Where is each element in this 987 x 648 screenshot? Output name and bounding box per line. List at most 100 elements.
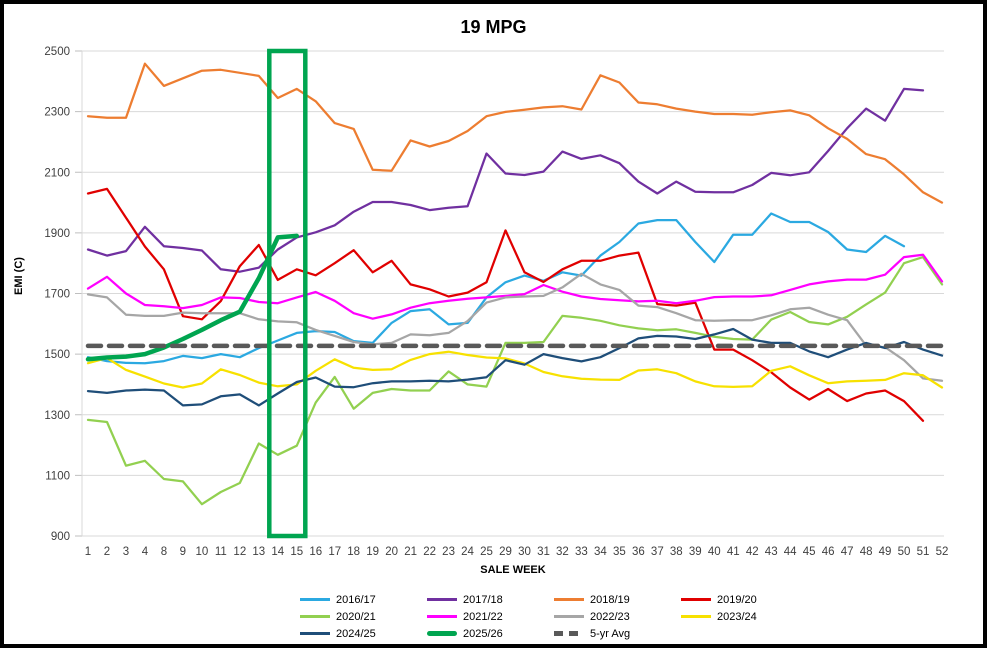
x-tick-label: 33 [575,546,588,558]
chart-title: 19 MPG [460,17,527,37]
legend-label: 2024/25 [336,627,376,640]
legend-swatch-icon [554,615,584,618]
x-tick-label: 42 [746,546,759,558]
series-line-2021-22 [86,253,944,320]
legend-item: 2018/19 [554,593,681,606]
series-line-2016-17 [86,212,906,365]
legend-swatch-icon [300,598,330,601]
x-tick-label: 19 [366,546,379,558]
x-tick-label: 4 [142,546,149,558]
legend-label: 2022/23 [590,610,630,623]
highlight-box [267,48,308,539]
x-tick-label: 46 [822,546,835,558]
legend-item: 2016/17 [300,593,427,606]
y-axis-title: EMI (C) [13,257,25,295]
legend-item: 2020/21 [300,610,427,623]
y-tick-label: 1500 [44,349,70,361]
legend-swatch-icon [554,598,584,601]
x-tick-label: 39 [689,546,702,558]
legend-item: 2022/23 [554,610,681,623]
legend-swatch-icon [300,632,330,635]
x-tick-label: 2 [104,546,110,558]
series-line-2022-23 [86,272,944,382]
legend-item: 2024/25 [300,627,427,640]
x-tick-label: 36 [632,546,645,558]
y-tick-label: 1300 [44,410,70,422]
x-tick-label: 34 [594,546,607,558]
y-tick-label: 1900 [44,228,70,240]
legend-item: 2019/20 [681,593,808,606]
series-line-2017-18 [86,87,925,273]
series-line-2020-21 [86,255,944,506]
x-tick-label: 50 [898,546,911,558]
x-tick-label: 8 [161,546,167,558]
chart-legend: 2016/17 2017/18 2018/19 2019/20 2020/21 2021/… [300,593,808,640]
x-tick-label: 21 [404,546,417,558]
legend-label: 2016/17 [336,593,376,606]
y-tick-label: 1700 [44,289,70,301]
x-tick-label: 38 [670,546,683,558]
y-tick-label: 1100 [45,470,70,482]
x-tick-label: 41 [727,546,740,558]
x-tick-label: 37 [651,546,664,558]
x-axis-title: SALE WEEK [480,564,546,576]
x-tick-label: 35 [613,546,626,558]
legend-swatch-icon [681,615,711,618]
x-tick-label: 25 [480,546,493,558]
x-tick-label: 17 [328,546,341,558]
series-line-2025-26 [85,233,300,362]
legend-label: 5-yr Avg [590,627,631,640]
legend-item: 2021/22 [427,610,554,623]
x-tick-label: 1 [85,546,91,558]
legend-label: 2021/22 [463,610,503,623]
x-tick-label: 9 [180,546,186,558]
legend-label: 2019/20 [717,593,757,606]
x-tick-label: 44 [784,546,797,558]
x-tick-label: 23 [442,546,455,558]
x-tick-label: 12 [233,546,246,558]
legend-item: 2023/24 [681,610,808,623]
x-tick-label: 45 [803,546,816,558]
legend-item: 5-yr Avg [554,627,681,640]
x-tick-label: 22 [423,546,436,558]
y-tick-label: 2500 [44,46,70,58]
x-tick-label: 14 [271,546,284,558]
x-tick-label: 49 [879,546,892,558]
x-tick-label: 3 [123,546,129,558]
series-line-2019-20 [86,187,925,422]
x-tick-label: 51 [917,546,930,558]
y-tick-label: 2300 [44,107,70,119]
legend-item: 2017/18 [427,593,554,606]
x-tick-label: 47 [841,546,854,558]
x-tick-label: 40 [708,546,721,558]
x-tick-label: 18 [347,546,360,558]
legend-label: 2020/21 [336,610,376,623]
legend-swatch-icon [427,615,457,618]
y-tick-label: 2100 [44,167,70,179]
legend-swatch-icon [681,598,711,601]
x-tick-label: 32 [556,546,569,558]
x-tick-label: 24 [461,546,474,558]
legend-item: 2025/26 [427,627,554,640]
series-line-2024-25 [86,327,944,407]
x-tick-label: 48 [860,546,873,558]
series-line-2023-24 [86,350,944,389]
legend-label: 2023/24 [717,610,757,623]
x-tick-label: 20 [385,546,398,558]
x-tick-label: 10 [195,546,208,558]
legend-label: 2017/18 [463,593,503,606]
legend-swatch-icon [554,631,584,636]
legend-swatch-icon [300,615,330,618]
x-tick-label: 15 [290,546,303,558]
legend-label: 2018/19 [590,593,630,606]
x-tick-label: 13 [252,546,265,558]
legend-swatch-icon [427,598,457,601]
x-tick-label: 30 [518,546,531,558]
y-tick-label: 900 [51,531,70,543]
x-tick-label: 52 [936,546,949,558]
series-line-2018-19 [86,62,944,204]
x-tick-label: 31 [537,546,550,558]
x-tick-label: 16 [309,546,322,558]
